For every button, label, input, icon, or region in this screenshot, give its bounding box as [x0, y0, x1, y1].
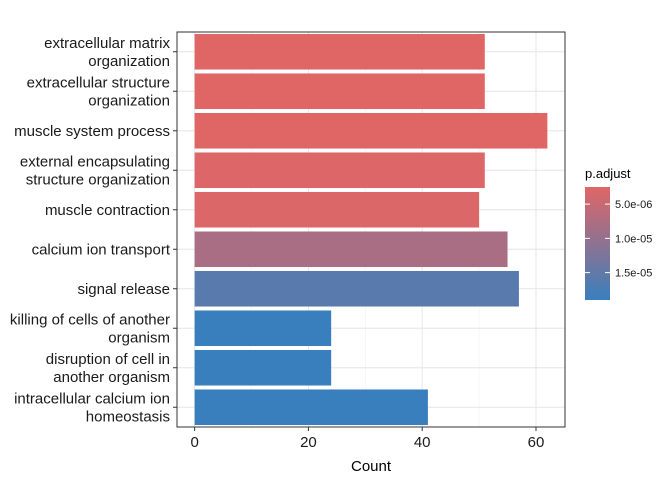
category-label: killing of cells of another organism — [10, 311, 170, 346]
x-tick-label: 0 — [190, 434, 198, 451]
category-label-line: muscle contraction — [45, 202, 170, 219]
x-tick-label: 20 — [300, 434, 317, 451]
legend-tick-label: 1.5e-05 — [615, 268, 652, 280]
legend-tick-label: 5.0e-06 — [615, 199, 652, 211]
category-label-line: organization — [88, 53, 170, 70]
legend-tick-label: 1.0e-05 — [615, 233, 652, 245]
bar — [194, 231, 508, 268]
category-label: muscle system process — [14, 123, 170, 140]
plot-panel-border — [176, 31, 566, 428]
category-label: extracellular matrix organization — [44, 35, 170, 70]
legend-ticks: 5.0e-06 1.0e-05 1.5e-05 — [585, 199, 652, 280]
x-axis-ticks: 0 20 40 60 — [190, 427, 544, 451]
category-label-line: another organism — [53, 369, 170, 386]
category-label: muscle contraction — [45, 202, 170, 219]
bar — [194, 112, 548, 149]
bar — [194, 389, 428, 426]
bar — [194, 349, 332, 386]
bar — [194, 310, 332, 347]
x-tick-label: 40 — [414, 434, 431, 451]
category-label-line: structure organization — [26, 171, 170, 188]
category-label-line: extracellular structure — [27, 74, 170, 91]
bar — [194, 33, 485, 70]
category-label: extracellular structure organization — [27, 74, 170, 109]
bar — [194, 270, 519, 307]
category-label-line: external encapsulating — [20, 153, 170, 170]
category-label-line: homeostasis — [86, 408, 170, 425]
category-label-line: killing of cells of another — [10, 311, 170, 328]
category-label-line: organism — [108, 329, 170, 346]
bar — [194, 73, 485, 110]
category-labels: extracellular matrix organizationextracel… — [10, 35, 177, 425]
category-label-line: muscle system process — [14, 123, 170, 140]
bar — [194, 191, 480, 228]
category-label: external encapsulating structure organiza… — [20, 153, 170, 188]
category-label-line: signal release — [77, 281, 170, 298]
bar — [194, 152, 485, 189]
category-label-line: calcium ion transport — [32, 241, 171, 258]
category-label: calcium ion transport — [32, 241, 171, 258]
legend-color-bar — [585, 187, 610, 300]
legend-title: p.adjust — [585, 166, 631, 181]
category-label: disruption of cell in another organism — [46, 351, 170, 386]
category-label-line: organization — [88, 92, 170, 109]
category-label: signal release — [77, 281, 170, 298]
category-label: intracellular calcium ion homeostasis — [14, 390, 170, 425]
color-legend: p.adjust 5.0e-06 1.0e-05 1.5e-05 — [585, 166, 652, 300]
category-label-line: intracellular calcium ion — [14, 390, 170, 407]
category-label-line: disruption of cell in — [46, 351, 170, 368]
category-label-line: extracellular matrix — [44, 35, 170, 52]
bars — [194, 33, 548, 426]
x-axis-title: Count — [351, 458, 392, 475]
x-tick-label: 60 — [528, 434, 545, 451]
